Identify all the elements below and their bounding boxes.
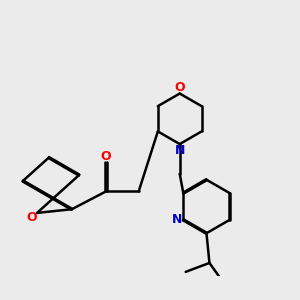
Text: N: N [175,143,185,157]
Text: N: N [172,213,182,226]
Text: O: O [174,81,185,94]
Text: O: O [101,150,111,163]
Text: O: O [26,211,37,224]
